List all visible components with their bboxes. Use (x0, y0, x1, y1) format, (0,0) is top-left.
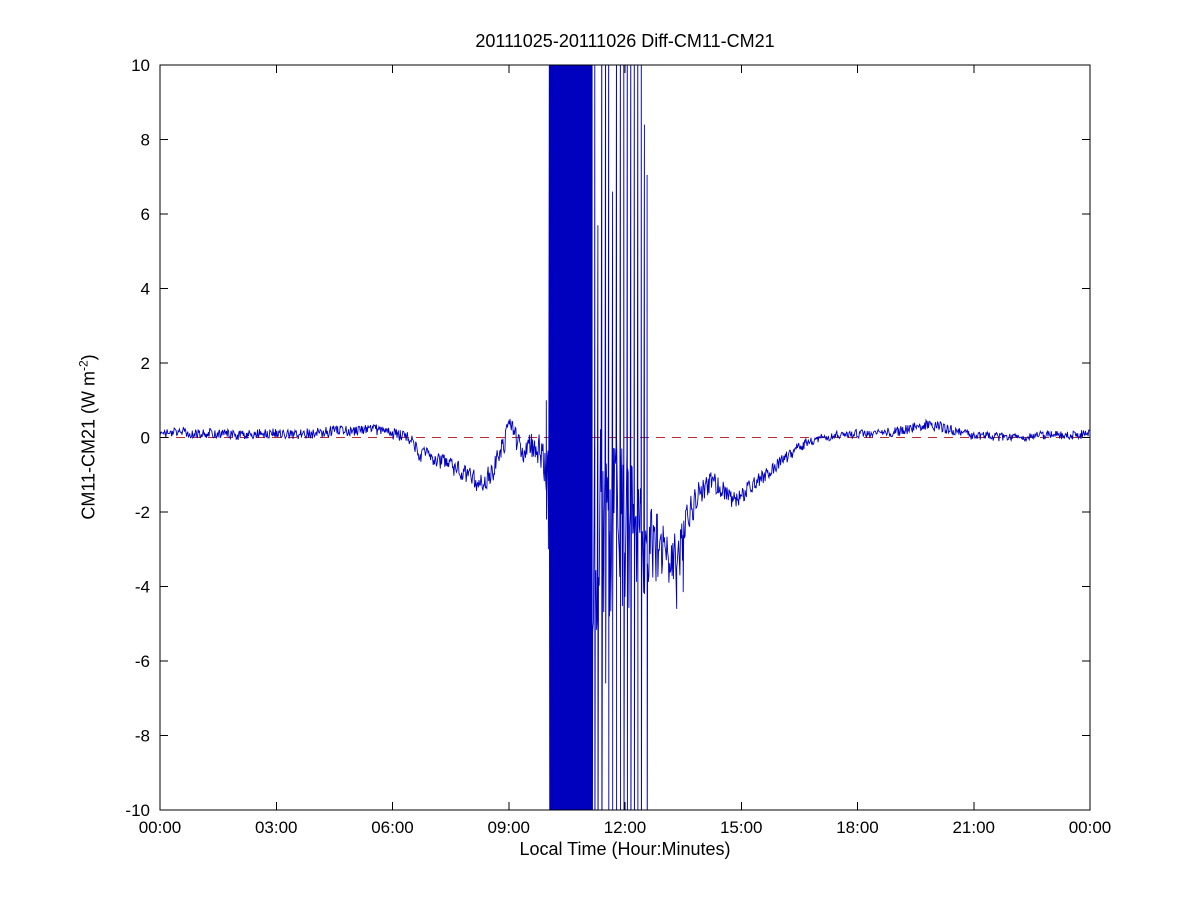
x-tick-label: 06:00 (371, 818, 414, 837)
y-tick-label: 4 (141, 280, 150, 299)
x-tick-label: 03:00 (255, 818, 298, 837)
x-tick-label: 09:00 (487, 818, 530, 837)
y-tick-label: -2 (135, 503, 150, 522)
x-tick-label: 12:00 (604, 818, 647, 837)
y-tick-label: 6 (141, 205, 150, 224)
y-tick-label: 2 (141, 354, 150, 373)
y-tick-label: -10 (125, 801, 150, 820)
chart-title: 20111025-20111026 Diff-CM11-CM21 (475, 31, 775, 51)
difference-series (160, 65, 1090, 810)
y-tick-label: 0 (141, 429, 150, 448)
y-ticks: -10 -8 -6 -4 -2 0 2 4 6 8 10 (125, 56, 1090, 820)
x-tick-label: 00:00 (139, 818, 182, 837)
y-tick-label: -8 (135, 727, 150, 746)
x-axis-label: Local Time (Hour:Minutes) (519, 839, 731, 859)
x-tick-label: 15:00 (720, 818, 763, 837)
x-tick-label: 18:00 (836, 818, 879, 837)
x-tick-label: 00:00 (1069, 818, 1112, 837)
y-tick-label: -6 (135, 652, 150, 671)
y-tick-label: 10 (131, 56, 150, 75)
x-ticks: 00:00 03:00 06:00 09:00 12:00 15:00 18:00 21:00… (139, 65, 1112, 837)
y-tick-label: -4 (135, 578, 150, 597)
y-tick-label: 8 (141, 131, 150, 150)
x-tick-label: 21:00 (952, 818, 995, 837)
